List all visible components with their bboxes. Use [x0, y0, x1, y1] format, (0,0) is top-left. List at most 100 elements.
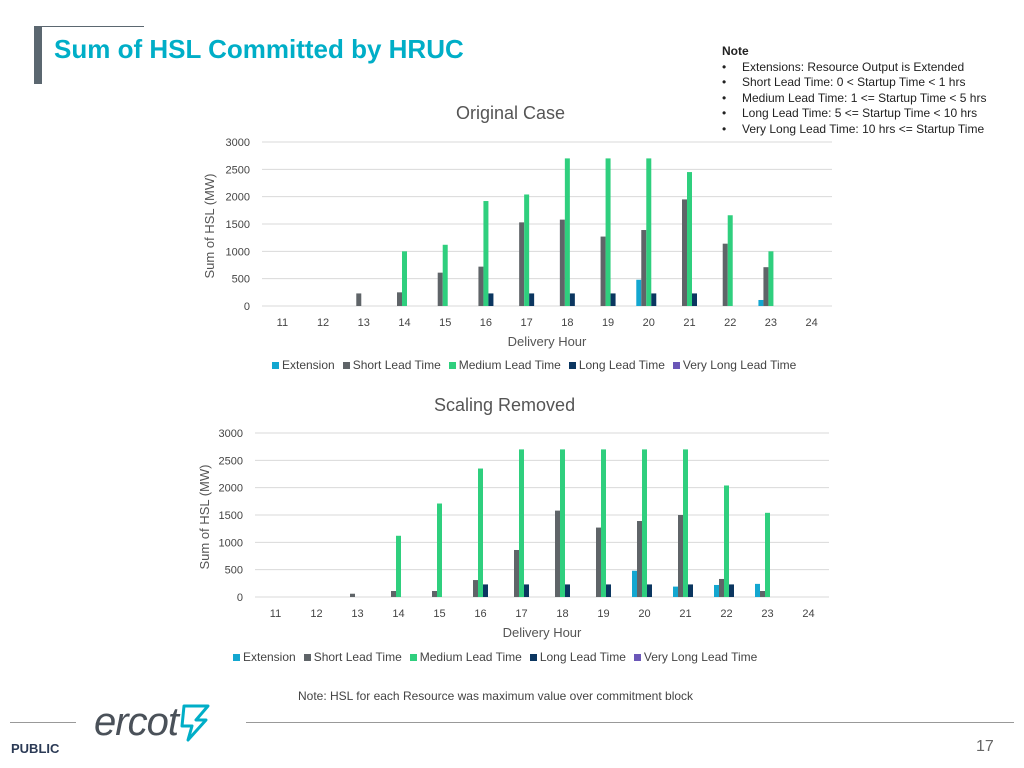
legend-label: Long Lead Time [578, 358, 665, 372]
title-accent-line [42, 26, 144, 27]
y-tick-label: 1000 [226, 246, 250, 258]
y-axis-label: Sum of HSL (MW) [197, 465, 212, 570]
bar-short [760, 590, 765, 597]
bar-long [565, 584, 570, 597]
y-tick-label: 3000 [219, 428, 243, 440]
y-tick-label: 1500 [226, 219, 250, 231]
note-item: Very Long Lead Time: 10 hrs <= Startup T… [722, 122, 986, 138]
bar-long [488, 293, 494, 306]
note-list: Extensions: Resource Output is Extended … [722, 60, 986, 138]
legend-scaling-removed: Extension Short Lead Time Medium Lead Time… [233, 650, 757, 664]
bar-extension [673, 586, 678, 597]
legend-label: Very Long Lead Time [643, 650, 758, 664]
bar-long [606, 584, 611, 597]
y-tick-label: 1000 [219, 537, 243, 549]
bar-extension [755, 583, 760, 597]
y-tick-label: 500 [225, 565, 243, 577]
legend-item-long: Long Lead Time [568, 358, 665, 372]
y-tick-label: 2000 [226, 192, 250, 204]
x-tick-label: 15 [439, 317, 451, 329]
bar-medium [646, 158, 652, 306]
lightning-bolt-icon [180, 704, 210, 742]
x-tick-label: 21 [683, 317, 695, 329]
x-tick-label: 22 [724, 317, 736, 329]
x-tick-label: 19 [602, 317, 614, 329]
legend-label: Short Lead Time [352, 358, 441, 372]
legend-swatch [529, 653, 537, 661]
public-label: PUBLIC [11, 741, 60, 756]
legend-item-long: Long Lead Time [529, 650, 626, 664]
x-tick-label: 11 [277, 317, 288, 329]
bar-short [763, 267, 769, 306]
legend-item-short: Short Lead Time [303, 650, 402, 664]
bar-medium [724, 485, 729, 597]
bar-short [600, 236, 606, 306]
bar-short [478, 266, 484, 306]
x-tick-label: 20 [638, 608, 650, 620]
legend-item-verylong: Very Long Lead Time [672, 358, 796, 372]
note-item: Medium Lead Time: 1 <= Startup Time < 5 … [722, 91, 986, 107]
bar-long [483, 584, 488, 597]
bar-long [529, 293, 535, 306]
x-tick-label: 13 [358, 317, 370, 329]
bar-medium [524, 194, 530, 306]
legend-swatch [409, 653, 417, 661]
bar-long [610, 293, 616, 306]
bar-long [688, 584, 693, 597]
bar-short [637, 521, 642, 597]
bar-medium [687, 172, 692, 306]
x-tick-label: 12 [310, 608, 322, 620]
bar-short [722, 243, 728, 306]
ercot-logo: ercot [94, 700, 212, 744]
bar-medium [601, 449, 606, 597]
bar-short [350, 593, 355, 597]
note-heading: Note [722, 44, 749, 58]
legend-label: Extension [243, 650, 296, 664]
legend-item-extension: Extension [233, 650, 296, 664]
bar-short [719, 578, 724, 597]
x-tick-label: 11 [270, 608, 281, 620]
bar-long [647, 584, 652, 597]
bar-short [356, 293, 362, 306]
x-tick-label: 12 [317, 317, 329, 329]
bar-medium [683, 449, 688, 597]
legend-label: Medium Lead Time [458, 358, 561, 372]
bar-long [651, 293, 657, 306]
x-tick-label: 14 [398, 317, 410, 329]
bar-short [432, 590, 437, 597]
y-tick-label: 2500 [226, 164, 250, 176]
bar-short [641, 230, 647, 306]
bar-medium [642, 449, 647, 597]
bar-medium [483, 201, 489, 306]
bar-medium [478, 468, 483, 597]
legend-swatch [233, 653, 240, 661]
bar-extension [632, 570, 637, 597]
legend-item-verylong: Very Long Lead Time [633, 650, 758, 664]
y-tick-label: 0 [244, 301, 250, 313]
legend-swatch [448, 361, 456, 369]
note-item: Short Lead Time: 0 < Startup Time < 1 hr… [722, 75, 986, 91]
bar-long [692, 293, 697, 306]
legend-swatch [633, 653, 641, 661]
legend-label: Long Lead Time [539, 650, 626, 664]
legend-label: Short Lead Time [313, 650, 402, 664]
x-tick-label: 17 [521, 317, 533, 329]
x-tick-label: 14 [392, 608, 404, 620]
bar-short [682, 199, 687, 306]
bar-short [397, 292, 402, 306]
y-tick-label: 3000 [226, 137, 250, 149]
bar-short [437, 272, 443, 306]
bar-medium [727, 215, 733, 306]
x-tick-label: 24 [806, 317, 818, 329]
chart-title-scaling-removed: Scaling Removed [434, 395, 576, 415]
note-box: Note Extensions: Resource Output is Exte… [722, 44, 986, 137]
x-tick-label: 13 [351, 608, 363, 620]
x-tick-label: 24 [802, 608, 814, 620]
bar-medium [396, 535, 401, 597]
chart-title-original-case: Original Case [456, 103, 566, 123]
footnote: Note: HSL for each Resource was maximum … [298, 689, 694, 703]
x-tick-label: 15 [433, 608, 445, 620]
bar-medium [768, 251, 774, 306]
legend-swatch [568, 361, 576, 369]
x-tick-label: 18 [556, 608, 568, 620]
